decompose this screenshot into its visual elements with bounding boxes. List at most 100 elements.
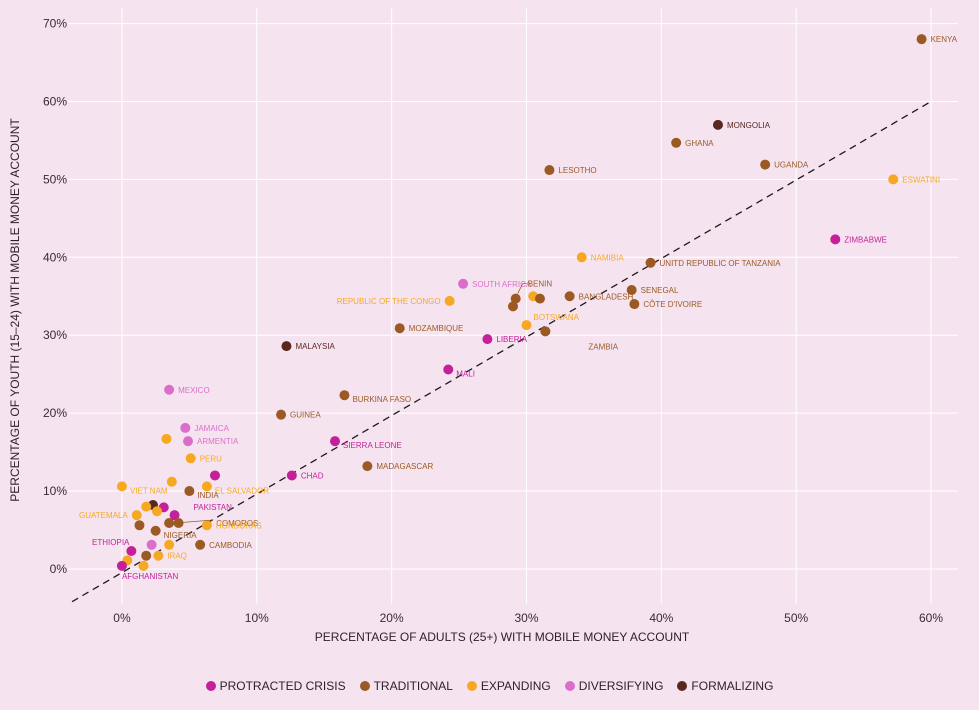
data-point[interactable] [153, 550, 164, 561]
data-point[interactable] [339, 390, 350, 401]
data-point[interactable] [534, 293, 545, 304]
reference-line [71, 100, 932, 603]
legend-item-formalizing[interactable]: FORMALIZING [677, 679, 773, 693]
y-axis-title: PERCENTAGE OF YOUTH (15–24) WITH MOBILE … [8, 118, 22, 502]
data-point[interactable] [201, 520, 212, 531]
point-label: BURKINA FASO [352, 395, 411, 404]
data-point[interactable] [183, 436, 194, 447]
data-point[interactable] [510, 293, 521, 304]
data-point[interactable] [564, 291, 575, 302]
point-label: INDIA [197, 491, 219, 500]
data-point[interactable] [116, 481, 127, 492]
data-point[interactable] [286, 470, 297, 481]
data-point[interactable] [671, 137, 682, 148]
point-label: CAMBODIA [209, 541, 252, 550]
data-point[interactable] [544, 165, 555, 176]
point-label: MONGOLIA [727, 121, 771, 130]
x-tick-label: 40% [649, 611, 673, 625]
legend-swatch [677, 681, 688, 691]
data-point[interactable] [164, 539, 175, 550]
data-point[interactable] [362, 461, 373, 472]
data-point[interactable] [166, 476, 177, 487]
data-point[interactable] [141, 501, 152, 512]
data-point[interactable] [126, 546, 137, 557]
data-point[interactable] [760, 159, 771, 170]
point-label: ZAMBIA [588, 342, 618, 351]
legend-item-expanding[interactable]: EXPANDING [466, 679, 551, 693]
y-tick-label: 60% [43, 94, 67, 108]
data-point[interactable] [161, 433, 172, 444]
data-point[interactable] [195, 539, 206, 550]
data-point[interactable] [508, 301, 518, 312]
data-point[interactable] [138, 560, 149, 571]
data-point[interactable] [169, 510, 180, 521]
point-label: GHANA [685, 139, 714, 148]
data-point[interactable] [712, 119, 723, 130]
axis-ticks: 0% 10% 20% 30% 40% 50% 60% 0% 10% 20% 30% 40% 50% 60%… [43, 17, 943, 625]
data-point[interactable] [180, 422, 191, 433]
point-label: ESWATINI [902, 175, 940, 184]
y-tick-label: 0% [50, 562, 68, 576]
data-point[interactable] [209, 470, 220, 481]
point-label: UNITD REPUBLIC OF TANZANIA [660, 259, 782, 268]
point-label: LESOTHO [558, 166, 596, 175]
data-point[interactable] [184, 486, 195, 497]
data-point[interactable] [540, 326, 551, 337]
point-label: ETHIOPIA [92, 538, 130, 547]
point-label: MALI [456, 369, 475, 378]
data-point[interactable] [576, 252, 587, 263]
data-point[interactable] [645, 257, 656, 268]
legend-item-diversifying[interactable]: DIVERSIFYING [564, 679, 664, 693]
data-point[interactable] [152, 506, 162, 517]
point-label: SOUTH AFRICA [472, 280, 532, 289]
point-labels: KENYA MONGOLIA GHANA UGANDA LESOTHO ESWATINI Z… [79, 35, 958, 581]
point-label: MADAGASCAR [376, 462, 433, 471]
data-point[interactable] [458, 278, 469, 289]
point-label: ZIMBABWE [844, 235, 887, 244]
data-point[interactable] [276, 409, 287, 420]
grid-lines [68, 8, 958, 604]
reference-line-group [71, 100, 932, 603]
data-point[interactable] [830, 234, 841, 245]
y-tick-label: 10% [43, 484, 67, 498]
point-label: VIET NAM [130, 486, 168, 495]
data-point[interactable] [150, 525, 161, 536]
point-label: UGANDA [774, 161, 809, 170]
data-point[interactable] [134, 520, 145, 531]
point-label: MOZAMBIQUE [409, 324, 464, 333]
data-point[interactable] [116, 560, 127, 571]
legend-item-protracted_crisis[interactable]: PROTRACTED CRISIS [205, 679, 346, 693]
data-point[interactable] [444, 295, 455, 306]
legend-item-traditional[interactable]: TRADITIONAL [359, 679, 453, 693]
data-point[interactable] [629, 299, 640, 310]
legend-swatch [466, 681, 477, 691]
data-point[interactable] [443, 364, 454, 375]
point-label: NAMIBIA [591, 253, 625, 262]
data-point[interactable] [916, 34, 927, 45]
legend-label: DIVERSIFYING [578, 679, 664, 693]
legend-swatch [359, 681, 370, 691]
legend-label: EXPANDING [480, 679, 551, 693]
data-point[interactable] [146, 539, 157, 550]
data-point[interactable] [164, 384, 175, 395]
data-point[interactable] [626, 285, 637, 296]
data-point[interactable] [521, 320, 532, 331]
point-label: BANGLADESH [579, 292, 634, 301]
point-label: AFGHANISTAN [122, 572, 179, 581]
data-point[interactable] [281, 341, 292, 352]
legend: PROTRACTED CRISIS TRADITIONAL EXPANDING DIV… [0, 679, 979, 693]
data-point[interactable] [888, 174, 899, 185]
data-point[interactable] [185, 453, 196, 464]
data-point[interactable] [394, 323, 405, 334]
point-label: SIERRA LEONE [343, 441, 402, 450]
data-point[interactable] [330, 436, 340, 447]
point-label: REPUBLIC OF THE CONGO [337, 297, 441, 306]
x-tick-label: 0% [113, 611, 131, 625]
data-point[interactable] [141, 550, 152, 561]
data-point[interactable] [131, 510, 142, 521]
data-point[interactable] [164, 517, 175, 528]
data-point[interactable] [482, 334, 493, 345]
point-label: CÔTE D'IVOIRE [643, 300, 702, 309]
data-point[interactable] [201, 481, 212, 492]
